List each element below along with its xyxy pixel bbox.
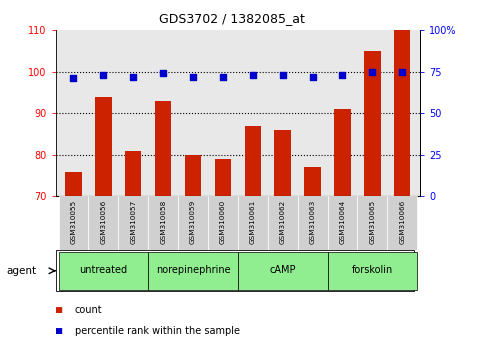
- Text: GSM310064: GSM310064: [340, 200, 345, 244]
- Bar: [215, 159, 231, 196]
- FancyBboxPatch shape: [208, 196, 238, 250]
- FancyBboxPatch shape: [357, 196, 387, 250]
- Point: [279, 72, 286, 78]
- Point: [159, 70, 167, 76]
- Point: [99, 72, 107, 78]
- Text: agent: agent: [6, 266, 36, 276]
- Point: [398, 69, 406, 75]
- Point: [369, 69, 376, 75]
- FancyBboxPatch shape: [238, 252, 327, 290]
- Text: GSM310063: GSM310063: [310, 200, 315, 244]
- Text: count: count: [75, 305, 102, 315]
- FancyBboxPatch shape: [178, 196, 208, 250]
- Bar: [185, 155, 201, 196]
- Text: GSM310056: GSM310056: [100, 200, 106, 244]
- FancyBboxPatch shape: [58, 252, 148, 290]
- Text: GSM310059: GSM310059: [190, 200, 196, 244]
- Text: ■: ■: [56, 305, 62, 315]
- Point: [189, 74, 197, 80]
- FancyBboxPatch shape: [58, 196, 88, 250]
- Point: [219, 74, 227, 80]
- Text: GSM310055: GSM310055: [71, 200, 76, 244]
- Text: GSM310058: GSM310058: [160, 200, 166, 244]
- Text: GSM310060: GSM310060: [220, 200, 226, 244]
- Text: forskolin: forskolin: [352, 265, 393, 275]
- FancyBboxPatch shape: [148, 252, 238, 290]
- Point: [339, 72, 346, 78]
- Point: [249, 72, 256, 78]
- Text: GSM310057: GSM310057: [130, 200, 136, 244]
- Bar: [155, 101, 171, 196]
- Bar: [364, 51, 381, 196]
- Bar: [334, 109, 351, 196]
- Point: [309, 74, 316, 80]
- Bar: [304, 167, 321, 196]
- Bar: [125, 151, 142, 196]
- FancyBboxPatch shape: [56, 250, 414, 291]
- Text: GSM310062: GSM310062: [280, 200, 286, 244]
- FancyBboxPatch shape: [118, 196, 148, 250]
- Text: untreated: untreated: [79, 265, 128, 275]
- Point: [129, 74, 137, 80]
- FancyBboxPatch shape: [148, 196, 178, 250]
- Text: GSM310066: GSM310066: [399, 200, 405, 244]
- Text: percentile rank within the sample: percentile rank within the sample: [75, 326, 240, 336]
- Text: norepinephrine: norepinephrine: [156, 265, 230, 275]
- Bar: [244, 126, 261, 196]
- Bar: [95, 97, 112, 196]
- FancyBboxPatch shape: [238, 196, 268, 250]
- FancyBboxPatch shape: [268, 196, 298, 250]
- Text: GSM310065: GSM310065: [369, 200, 375, 244]
- FancyBboxPatch shape: [88, 196, 118, 250]
- Bar: [65, 172, 82, 196]
- Text: cAMP: cAMP: [270, 265, 296, 275]
- FancyBboxPatch shape: [298, 196, 327, 250]
- FancyBboxPatch shape: [327, 196, 357, 250]
- FancyBboxPatch shape: [387, 196, 417, 250]
- Text: GSM310061: GSM310061: [250, 200, 256, 244]
- Bar: [394, 30, 411, 196]
- Bar: [274, 130, 291, 196]
- FancyBboxPatch shape: [327, 252, 417, 290]
- Point: [70, 75, 77, 81]
- Text: ■: ■: [56, 326, 62, 336]
- Text: GDS3702 / 1382085_at: GDS3702 / 1382085_at: [159, 12, 305, 25]
